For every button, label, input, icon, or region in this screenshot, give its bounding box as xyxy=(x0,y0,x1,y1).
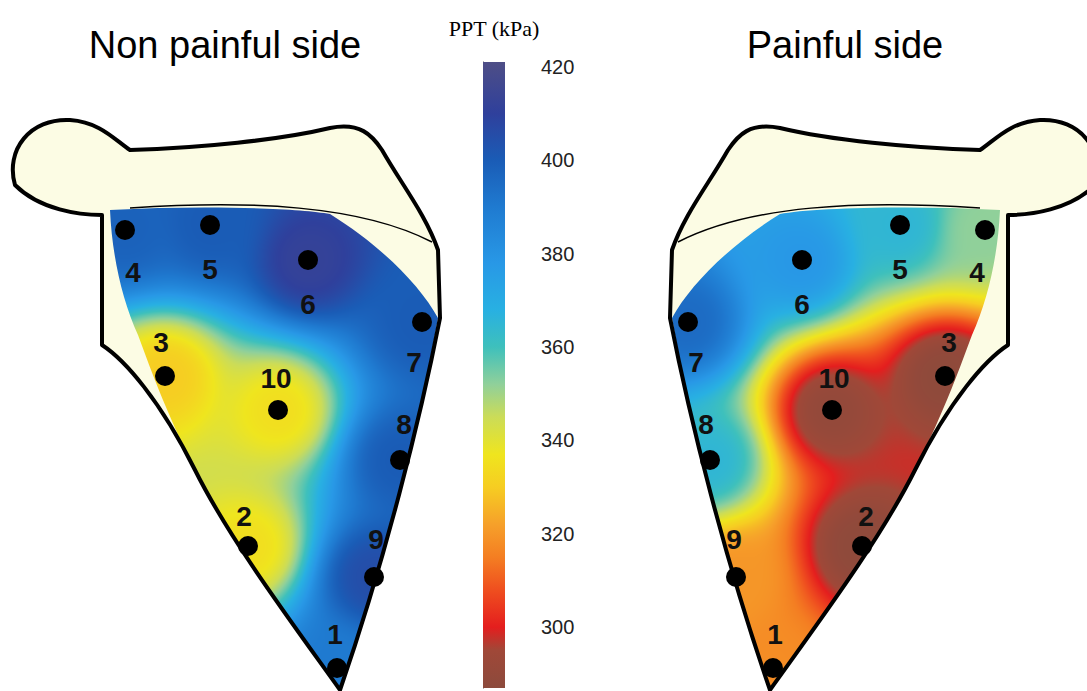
svg-text:360: 360 xyxy=(541,336,574,358)
svg-text:Painful side: Painful side xyxy=(747,24,943,66)
svg-text:3: 3 xyxy=(153,327,169,358)
svg-text:8: 8 xyxy=(698,409,714,440)
svg-text:6: 6 xyxy=(300,289,316,320)
svg-text:1: 1 xyxy=(767,619,783,650)
svg-text:2: 2 xyxy=(236,501,252,532)
svg-text:Non painful side: Non painful side xyxy=(89,24,362,66)
svg-text:1: 1 xyxy=(327,619,343,650)
svg-text:10: 10 xyxy=(818,363,849,394)
svg-text:420: 420 xyxy=(541,56,574,78)
svg-text:4: 4 xyxy=(125,257,141,288)
svg-text:9: 9 xyxy=(368,524,384,555)
svg-text:380: 380 xyxy=(541,243,574,265)
svg-text:7: 7 xyxy=(688,347,704,378)
svg-text:300: 300 xyxy=(541,616,574,638)
svg-text:PPT (kPa): PPT (kPa) xyxy=(449,16,540,41)
svg-text:8: 8 xyxy=(396,409,412,440)
svg-text:4: 4 xyxy=(969,257,985,288)
svg-text:5: 5 xyxy=(892,254,908,285)
svg-text:3: 3 xyxy=(941,327,957,358)
svg-text:6: 6 xyxy=(794,289,810,320)
svg-text:320: 320 xyxy=(541,523,574,545)
svg-text:10: 10 xyxy=(260,363,291,394)
svg-text:400: 400 xyxy=(541,149,574,171)
svg-text:5: 5 xyxy=(202,254,218,285)
svg-text:9: 9 xyxy=(726,524,742,555)
svg-text:2: 2 xyxy=(858,501,874,532)
svg-text:340: 340 xyxy=(541,429,574,451)
svg-text:7: 7 xyxy=(406,347,422,378)
